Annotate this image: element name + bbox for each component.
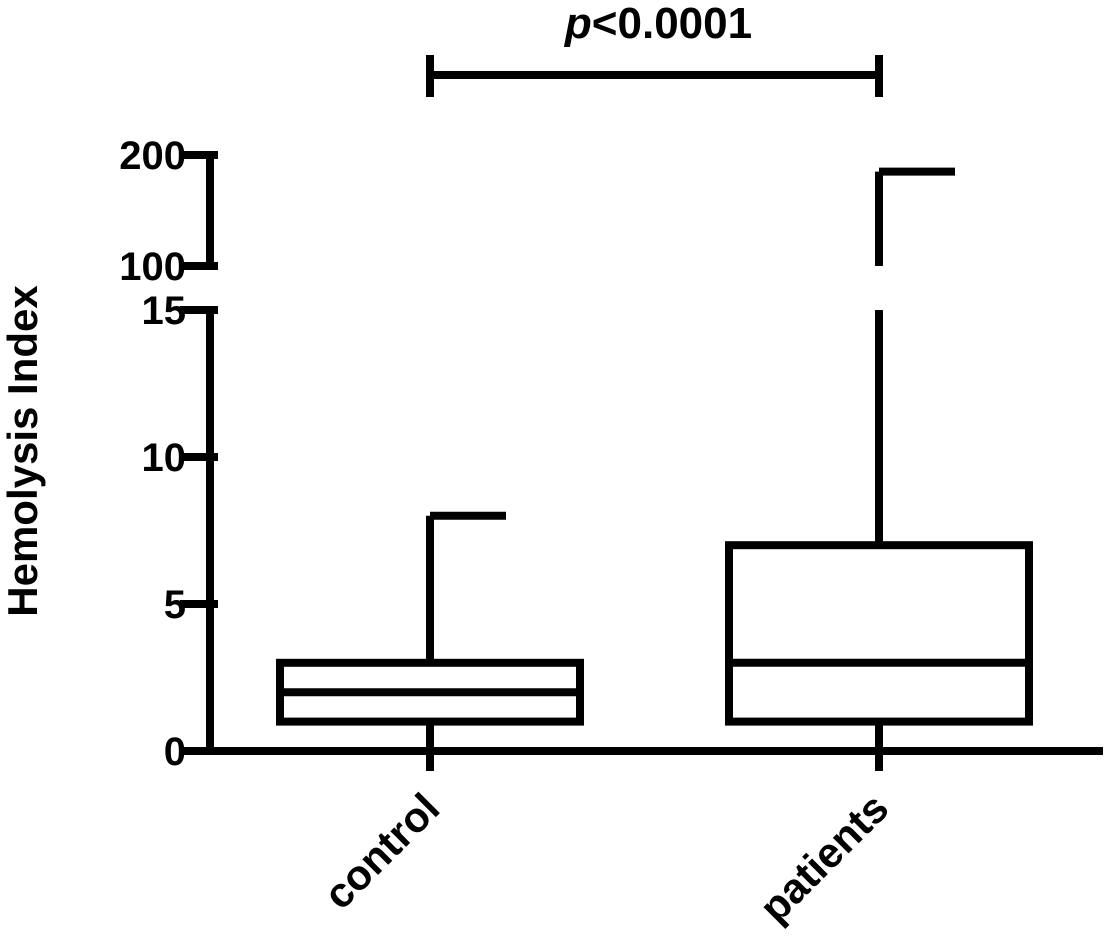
box-control xyxy=(276,511,584,771)
y-axis-label: Hemolysis Index xyxy=(0,285,46,617)
p-symbol: p xyxy=(564,0,592,48)
significance-bracket: p<0.0001 xyxy=(426,0,883,97)
y-tick-label-100: 100 xyxy=(119,245,186,289)
y-tick-label-5: 5 xyxy=(164,583,186,627)
p-value-text: <0.0001 xyxy=(592,0,752,48)
p-value-label: p<0.0001 xyxy=(564,0,752,48)
y-tick-label-200: 200 xyxy=(119,134,186,178)
axes xyxy=(182,155,1103,771)
iqr-box-patients xyxy=(725,541,1033,726)
category-label-patients: patients xyxy=(750,784,897,931)
y-tick-label-15: 15 xyxy=(142,289,187,333)
box-patients xyxy=(725,167,1033,771)
y-tick-label-0: 0 xyxy=(164,730,186,774)
category-label-control: control xyxy=(314,784,448,918)
category-labels: control patients xyxy=(314,784,897,931)
y-tick-label-10: 10 xyxy=(142,436,187,480)
boxes xyxy=(276,167,1033,771)
